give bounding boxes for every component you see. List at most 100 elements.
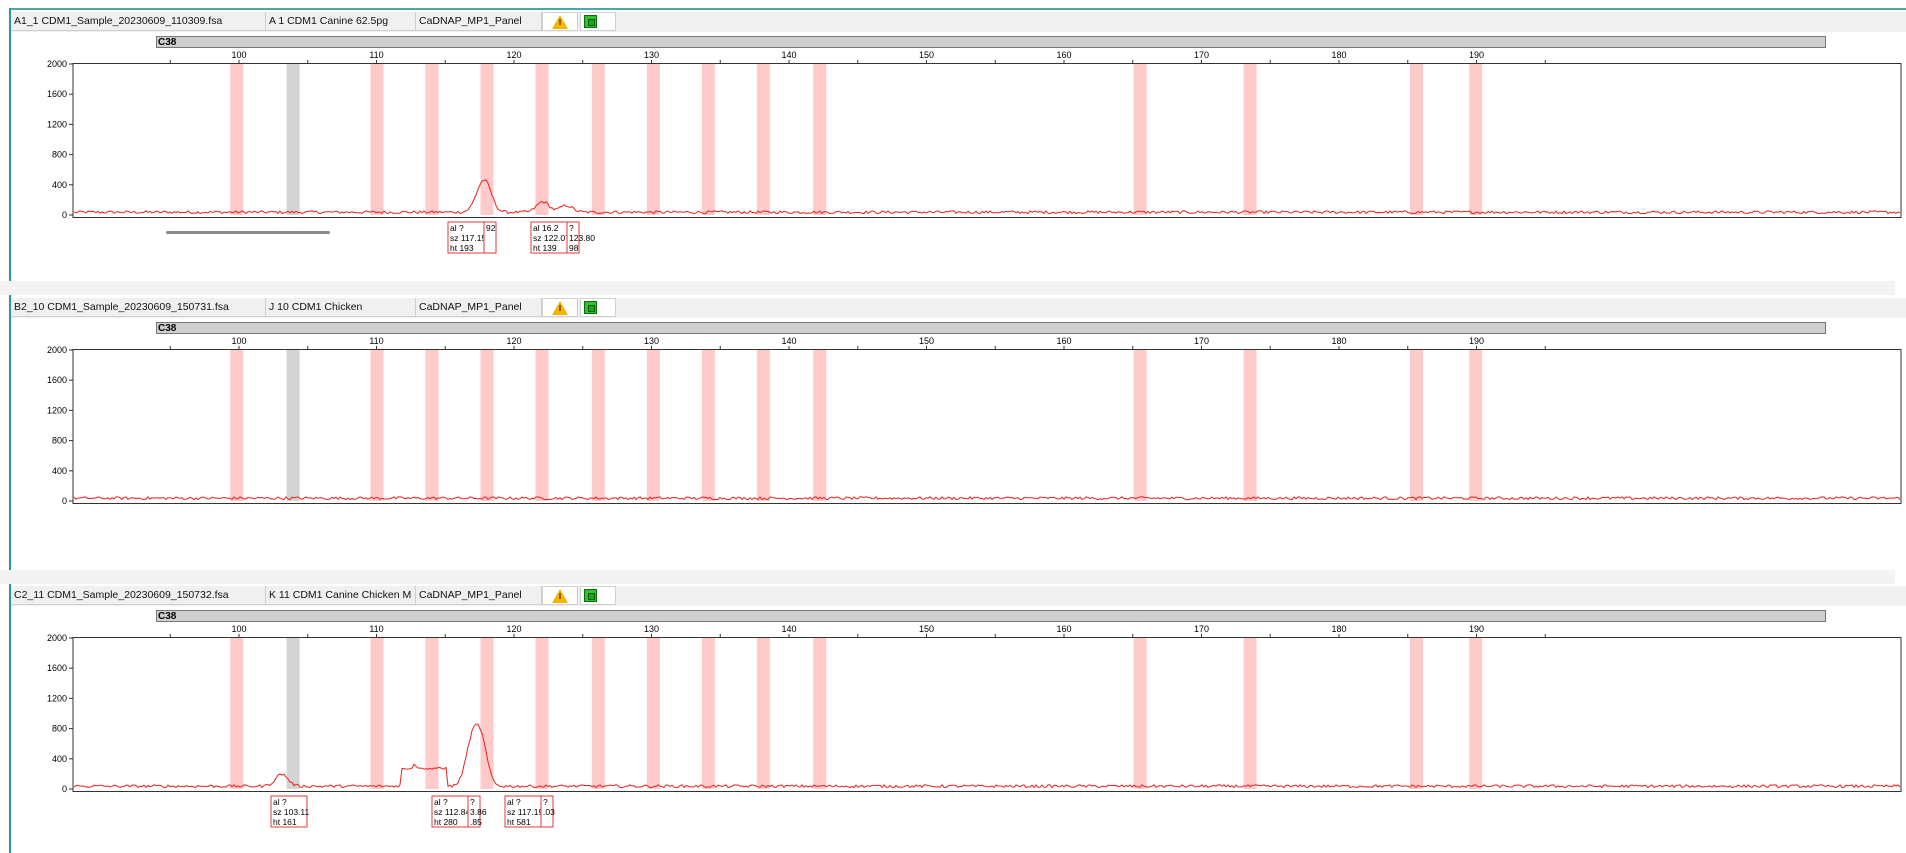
- sample-name-cell[interactable]: K 11 CDM1 Canine Chicken M: [266, 586, 416, 605]
- allele-bin: [701, 64, 715, 215]
- x-tick-label: 150: [919, 50, 934, 60]
- sizing-quality-button[interactable]: [580, 298, 616, 317]
- y-tick-label: 1600: [47, 89, 67, 99]
- sizing-quality-button[interactable]: [580, 12, 616, 31]
- x-tick-label: 180: [1331, 624, 1346, 634]
- signal-trace: [73, 496, 1901, 501]
- peak-label-extra: ?: [543, 797, 548, 807]
- y-tick-label: 0: [62, 784, 67, 794]
- selected-bin: [286, 350, 300, 501]
- panel-header: A1_1 CDM1_Sample_20230609_110309.fsa A 1…: [11, 12, 1906, 32]
- electropherogram-plot[interactable]: 100 110 120 130 140 150 160 170 180 190 0 400 800 120…: [11, 622, 1906, 828]
- y-tick-label: 1200: [47, 119, 67, 129]
- allele-bin: [230, 64, 244, 215]
- signal-trace: [73, 723, 1901, 789]
- x-tick-label: 130: [644, 50, 659, 60]
- horizontal-scrollbar[interactable]: [166, 231, 330, 234]
- x-tick-label: 170: [1194, 50, 1209, 60]
- allele-bin: [646, 638, 660, 789]
- y-tick-label: 800: [52, 724, 67, 734]
- marker-bar[interactable]: C38: [156, 610, 1826, 622]
- x-tick-label: 180: [1331, 336, 1346, 346]
- peak-label-al: al ?: [450, 223, 464, 233]
- x-tick-label: 170: [1194, 624, 1209, 634]
- quality-warning-button[interactable]: [542, 12, 578, 31]
- marker-bar[interactable]: C38: [156, 322, 1826, 334]
- peak-label-box: [431, 795, 469, 828]
- y-tick-label: 1200: [47, 693, 67, 703]
- x-tick-label: 130: [644, 624, 659, 634]
- y-tick-label: 800: [52, 436, 67, 446]
- x-tick-label: 110: [369, 336, 383, 346]
- allele-bin: [480, 350, 494, 501]
- allele-bin: [1410, 638, 1423, 789]
- allele-bin: [813, 64, 827, 215]
- peak-label-box: [566, 221, 580, 254]
- allele-bin: [1243, 638, 1257, 789]
- sample-name-cell[interactable]: J 10 CDM1 Chicken: [266, 298, 416, 317]
- allele-bin: [591, 638, 605, 789]
- peak-label-al: al 16.2: [533, 223, 559, 233]
- x-tick-label: 100: [231, 50, 246, 60]
- allele-bin: [756, 350, 770, 501]
- allele-bin: [701, 638, 715, 789]
- x-tick-label: 130: [644, 336, 659, 346]
- allele-bin: [813, 350, 827, 501]
- allele-bin: [813, 638, 827, 789]
- electropherogram-plot[interactable]: 100 110 120 130 140 150 160 170 180 190 0 400 800 120…: [11, 48, 1906, 254]
- sample-panel-1[interactable]: A1_1 CDM1_Sample_20230609_110309.fsa A 1…: [11, 8, 1906, 254]
- panel-name-cell[interactable]: CaDNAP_MP1_Panel: [416, 12, 542, 31]
- peak-label-sz: sz 117.19: [507, 807, 544, 817]
- peak-label-ht: ht 581: [507, 817, 531, 827]
- peak-label-box: [483, 221, 497, 254]
- quality-warning-button[interactable]: [542, 586, 578, 605]
- x-tick-label: 160: [1056, 336, 1071, 346]
- plot-frame: [72, 349, 1902, 504]
- green-square-icon: [584, 15, 597, 28]
- sample-name-cell[interactable]: A 1 CDM1 Canine 62.5pg: [266, 12, 416, 31]
- x-tick-label: 140: [781, 624, 796, 634]
- panel-name-cell[interactable]: CaDNAP_MP1_Panel: [416, 586, 542, 605]
- peak-label-extra: .03: [543, 807, 555, 817]
- allele-bin: [646, 350, 660, 501]
- y-tick-label: 1600: [47, 663, 67, 673]
- peak-label-box: [530, 221, 568, 254]
- allele-bin: [1410, 350, 1423, 501]
- y-tick-label: 800: [52, 150, 67, 160]
- warning-triangle-icon: [552, 15, 568, 29]
- allele-bin: [701, 350, 715, 501]
- peak-label-box: [540, 795, 554, 828]
- left-edge-rule: [9, 8, 11, 853]
- sizing-quality-button[interactable]: [580, 586, 616, 605]
- warning-triangle-icon: [552, 301, 568, 315]
- x-tick-label: 160: [1056, 50, 1071, 60]
- x-tick-label: 150: [919, 624, 934, 634]
- peak-label-ht: ht 139: [533, 243, 557, 253]
- file-name-cell[interactable]: C2_11 CDM1_Sample_20230609_150732.fsa: [11, 586, 266, 605]
- peak-label-box: [504, 795, 542, 828]
- x-tick-label: 180: [1331, 50, 1346, 60]
- plot-frame: [72, 637, 1902, 792]
- file-name-cell[interactable]: A1_1 CDM1_Sample_20230609_110309.fsa: [11, 12, 266, 31]
- electropherogram-plot[interactable]: 100 110 120 130 140 150 160 170 180 190 0 400 800 120…: [11, 334, 1906, 514]
- allele-bin: [425, 350, 439, 501]
- sample-panel-2[interactable]: B2_10 CDM1_Sample_20230609_150731.fsa J …: [11, 296, 1906, 577]
- x-tick-label: 110: [369, 624, 383, 634]
- x-tick-label: 140: [781, 336, 796, 346]
- warning-triangle-icon: [552, 589, 568, 603]
- sample-panel-3[interactable]: C2_11 CDM1_Sample_20230609_150732.fsa K …: [11, 584, 1906, 828]
- peak-label-sz: sz 117.15: [450, 233, 487, 243]
- panel-name-cell[interactable]: CaDNAP_MP1_Panel: [416, 298, 542, 317]
- file-name-cell[interactable]: B2_10 CDM1_Sample_20230609_150731.fsa: [11, 298, 266, 317]
- allele-bin: [1243, 350, 1257, 501]
- allele-bin: [1133, 638, 1147, 789]
- quality-warning-button[interactable]: [542, 298, 578, 317]
- marker-bar[interactable]: C38: [156, 36, 1826, 48]
- allele-bin: [535, 64, 549, 215]
- x-tick-label: 110: [369, 50, 383, 60]
- selected-bin: [286, 64, 300, 215]
- peak-label-ht: ht 280: [434, 817, 458, 827]
